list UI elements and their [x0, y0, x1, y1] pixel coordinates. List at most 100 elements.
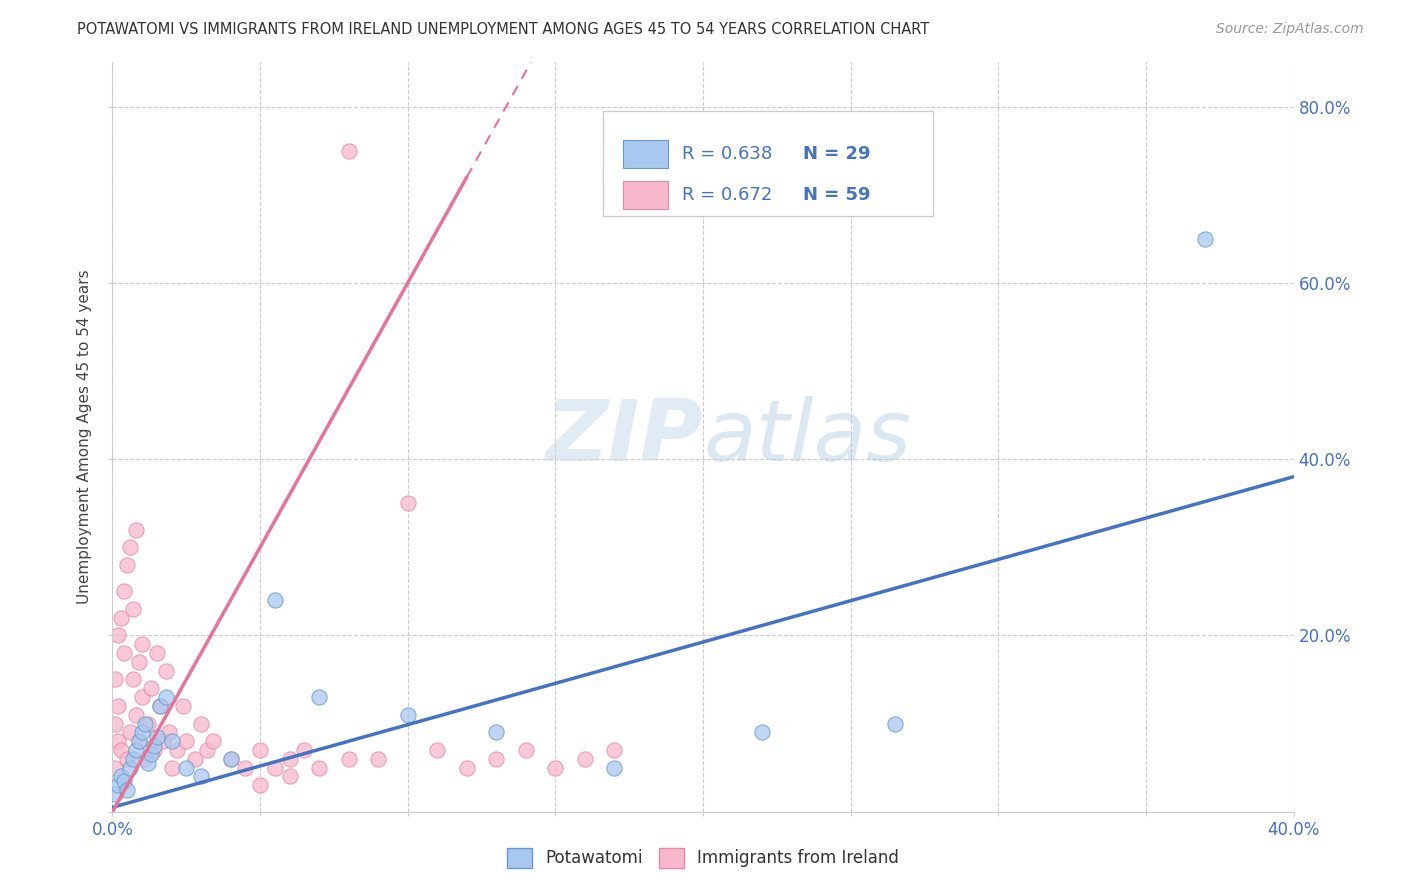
Text: N = 59: N = 59 [803, 186, 870, 203]
Point [112, 584, 135, 599]
Point [107, 628, 129, 642]
Point [149, 698, 172, 713]
Point [110, 611, 132, 625]
Point [120, 725, 142, 739]
Point [104, 716, 127, 731]
Y-axis label: Unemployment Among Ages 45 to 54 years: Unemployment Among Ages 45 to 54 years [77, 269, 93, 605]
Point [104, 673, 127, 687]
Point [125, 707, 148, 722]
Text: ZIP: ZIP [546, 395, 703, 479]
Point [184, 752, 207, 766]
Point [751, 725, 773, 739]
Point [574, 752, 596, 766]
Point [136, 756, 159, 771]
Point [308, 690, 330, 705]
Point [174, 761, 197, 775]
Point [155, 664, 177, 678]
Point [278, 752, 301, 766]
Point [107, 698, 129, 713]
Point [107, 778, 129, 792]
Point [104, 787, 127, 801]
Point [117, 558, 138, 572]
Point [603, 743, 626, 757]
FancyBboxPatch shape [623, 180, 668, 209]
Point [233, 761, 256, 775]
Point [160, 761, 183, 775]
Point [131, 725, 153, 739]
Point [249, 743, 271, 757]
Point [139, 681, 162, 696]
Text: N = 29: N = 29 [803, 145, 870, 163]
FancyBboxPatch shape [603, 112, 934, 216]
FancyBboxPatch shape [623, 140, 668, 168]
Point [219, 752, 242, 766]
Point [292, 743, 315, 757]
Point [136, 716, 159, 731]
Point [337, 144, 360, 158]
Point [396, 496, 419, 510]
Point [544, 761, 567, 775]
Text: R = 0.638: R = 0.638 [682, 145, 772, 163]
Point [337, 752, 360, 766]
Point [131, 690, 153, 705]
Point [157, 725, 180, 739]
Point [146, 646, 169, 660]
Point [117, 782, 138, 797]
Point [884, 716, 907, 731]
Point [426, 743, 449, 757]
Point [160, 734, 183, 748]
Point [172, 698, 194, 713]
Point [110, 769, 132, 783]
Point [112, 773, 135, 788]
Point [142, 739, 165, 753]
Point [110, 743, 132, 757]
Point [128, 734, 150, 748]
Point [195, 743, 218, 757]
Point [146, 730, 169, 744]
Point [1194, 232, 1216, 246]
Point [104, 761, 127, 775]
Point [190, 769, 212, 783]
Point [152, 734, 174, 748]
Point [485, 725, 508, 739]
Point [128, 655, 150, 669]
Point [122, 673, 145, 687]
Point [122, 752, 145, 766]
Point [112, 646, 135, 660]
Text: Source: ZipAtlas.com: Source: ZipAtlas.com [1216, 22, 1364, 37]
Point [396, 707, 419, 722]
Point [367, 752, 389, 766]
Point [264, 761, 287, 775]
Point [603, 761, 626, 775]
Point [456, 761, 478, 775]
Point [142, 743, 165, 757]
Point [120, 541, 142, 555]
Text: R = 0.672: R = 0.672 [682, 186, 772, 203]
Point [120, 761, 142, 775]
Legend: Potawatomi, Immigrants from Ireland: Potawatomi, Immigrants from Ireland [501, 841, 905, 875]
Point [174, 734, 197, 748]
Text: atlas: atlas [703, 395, 911, 479]
Point [125, 743, 148, 757]
Text: POTAWATOMI VS IMMIGRANTS FROM IRELAND UNEMPLOYMENT AMONG AGES 45 TO 54 YEARS COR: POTAWATOMI VS IMMIGRANTS FROM IRELAND UN… [77, 22, 929, 37]
Point [134, 752, 156, 766]
Point [278, 769, 301, 783]
Point [190, 716, 212, 731]
Point [128, 734, 150, 748]
Point [249, 778, 271, 792]
Point [166, 743, 188, 757]
Point [155, 690, 177, 705]
Point [131, 637, 153, 651]
Point [201, 734, 224, 748]
Point [107, 734, 129, 748]
Point [139, 747, 162, 762]
Point [308, 761, 330, 775]
Point [134, 716, 156, 731]
Point [149, 698, 172, 713]
Point [122, 602, 145, 616]
Point [485, 752, 508, 766]
Point [515, 743, 537, 757]
Point [117, 752, 138, 766]
Point [219, 752, 242, 766]
Point [125, 523, 148, 537]
